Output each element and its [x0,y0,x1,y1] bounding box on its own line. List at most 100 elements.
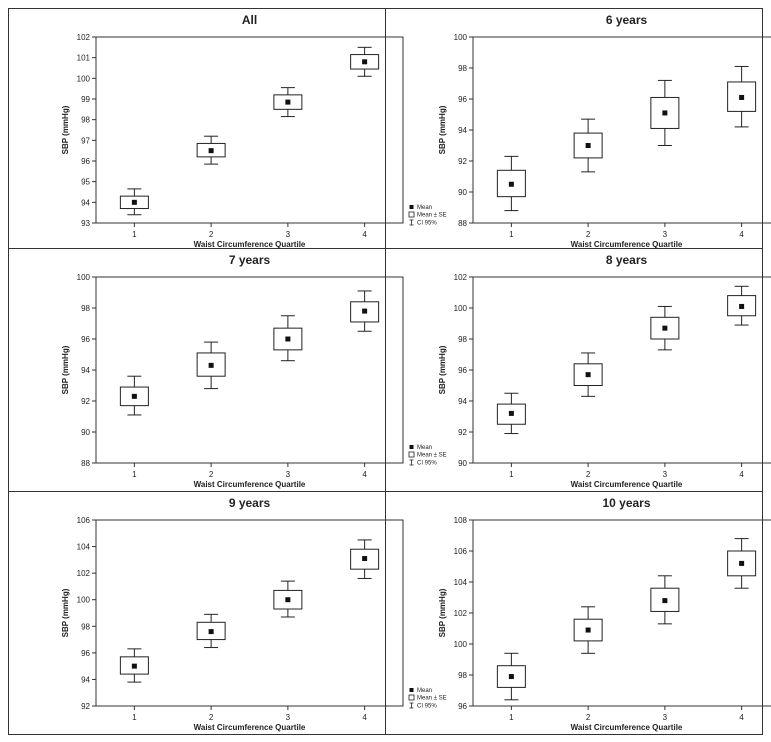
x-tick-label: 2 [586,713,591,722]
y-tick-label: 92 [458,428,467,437]
x-axis-label: Waist Circumference Quartile [571,240,683,249]
mean-marker [585,143,591,148]
chart-panel-5: 9 years 92 94 96 98 100 102 104 106 1 2 3 4 Waist Cir… [61,496,447,732]
mean-marker [208,148,214,154]
legend-se-label: Mean ± SE [417,696,447,702]
y-tick-label: 94 [458,126,467,135]
quartile-2-box [196,341,226,390]
plot-frame [472,276,771,464]
quartile-2-box [573,118,603,173]
x-tick-label: 2 [586,470,591,479]
chart-title: 7 years [229,253,271,267]
legend: Mean Mean ± SE CI 95% [408,688,447,710]
x-axis-label: Waist Circumference Quartile [571,723,683,732]
y-tick-label: 92 [458,157,467,166]
x-axis-label: Waist Circumference Quartile [194,723,306,732]
legend-se-swatch [408,451,415,458]
legend-mean-label: Mean [417,688,432,694]
mean-marker [285,597,291,603]
quartile-1-box [496,652,526,701]
mean-marker [362,556,368,562]
y-tick-label: 98 [458,335,467,344]
x-tick-label: 2 [586,230,591,239]
legend-se-swatch [408,211,415,218]
y-axis-label: SBP (mmHg) [61,588,70,637]
quartile-2-box [196,135,226,165]
x-tick-label: 3 [663,470,668,479]
mean-marker [285,99,291,105]
y-tick-label: 102 [77,33,91,42]
y-tick-label: 96 [458,366,467,375]
quartile-4-box [350,290,380,332]
legend-ci-label: CI 95% [417,221,437,227]
quartile-2-box [196,613,226,649]
chart-panel-4: 8 years 90 92 94 96 98 100 102 1 2 3 4 Waist Circumf… [438,253,771,489]
y-tick-label: 90 [458,188,467,197]
y-axis-label: SBP (mmHg) [438,588,447,637]
chart-panel-6: 10 years 96 98 100 102 104 106 108 1 2 3 4 Waist Cir… [438,496,771,732]
chart-title: 6 years [606,13,648,27]
y-tick-label: 100 [77,273,91,282]
y-tick-label: 104 [454,578,468,587]
quartile-4-box [727,538,757,589]
quartile-4-box [350,539,380,579]
y-axis-label: SBP (mmHg) [61,105,70,154]
x-tick-label: 1 [132,713,137,722]
y-tick-label: 106 [77,516,91,525]
y-tick-label: 98 [81,304,90,313]
mean-marker [739,94,745,100]
quartile-4-box [350,46,380,77]
y-tick-label: 96 [458,702,467,711]
x-tick-label: 3 [286,713,291,722]
legend-mean-label: Mean [417,445,432,451]
y-tick-label: 88 [458,219,467,228]
x-tick-label: 4 [739,713,744,722]
y-tick-label: 96 [81,649,90,658]
y-tick-label: 97 [81,136,90,145]
quartile-2-box [573,606,603,654]
x-tick-label: 1 [132,230,137,239]
quartile-1-box [119,188,149,216]
x-tick-label: 2 [209,470,214,479]
y-tick-label: 96 [458,95,467,104]
x-tick-label: 4 [739,230,744,239]
mean-marker [508,181,514,187]
plot-frame [95,36,404,224]
mean-marker [508,410,514,416]
y-tick-label: 100 [77,74,91,83]
x-axis-label: Waist Circumference Quartile [194,240,306,249]
y-tick-label: 98 [81,116,90,125]
plot-frame [95,519,404,707]
x-tick-label: 4 [362,470,367,479]
legend-ci-label: CI 95% [417,704,437,710]
x-tick-label: 2 [209,713,214,722]
y-tick-label: 93 [81,219,90,228]
chart-panel-3: 7 years 88 90 92 94 96 98 100 1 2 3 4 Waist Circumfe… [61,253,447,489]
quartile-3-box [650,575,680,625]
legend: Mean Mean ± SE CI 95% [408,445,447,467]
legend: Mean Mean ± SE CI 95% [408,205,447,227]
y-tick-label: 100 [77,596,91,605]
mean-marker [585,372,591,378]
x-tick-label: 1 [509,230,514,239]
mean-marker [131,199,137,205]
quartile-4-box [727,285,757,326]
y-tick-label: 100 [454,33,468,42]
y-axis-label: SBP (mmHg) [61,345,70,394]
mean-marker [585,627,591,633]
y-tick-label: 98 [81,622,90,631]
mean-marker [662,598,668,604]
x-tick-label: 3 [663,713,668,722]
mean-marker [208,629,214,635]
chart-title: 10 years [602,496,650,510]
y-tick-label: 100 [454,304,468,313]
x-tick-label: 4 [739,470,744,479]
y-tick-label: 96 [81,335,90,344]
legend-ci-label: CI 95% [417,461,437,467]
y-tick-label: 100 [454,640,468,649]
y-tick-label: 90 [458,459,467,468]
x-tick-label: 1 [509,470,514,479]
x-tick-label: 3 [286,230,291,239]
legend-se-label: Mean ± SE [417,453,447,459]
